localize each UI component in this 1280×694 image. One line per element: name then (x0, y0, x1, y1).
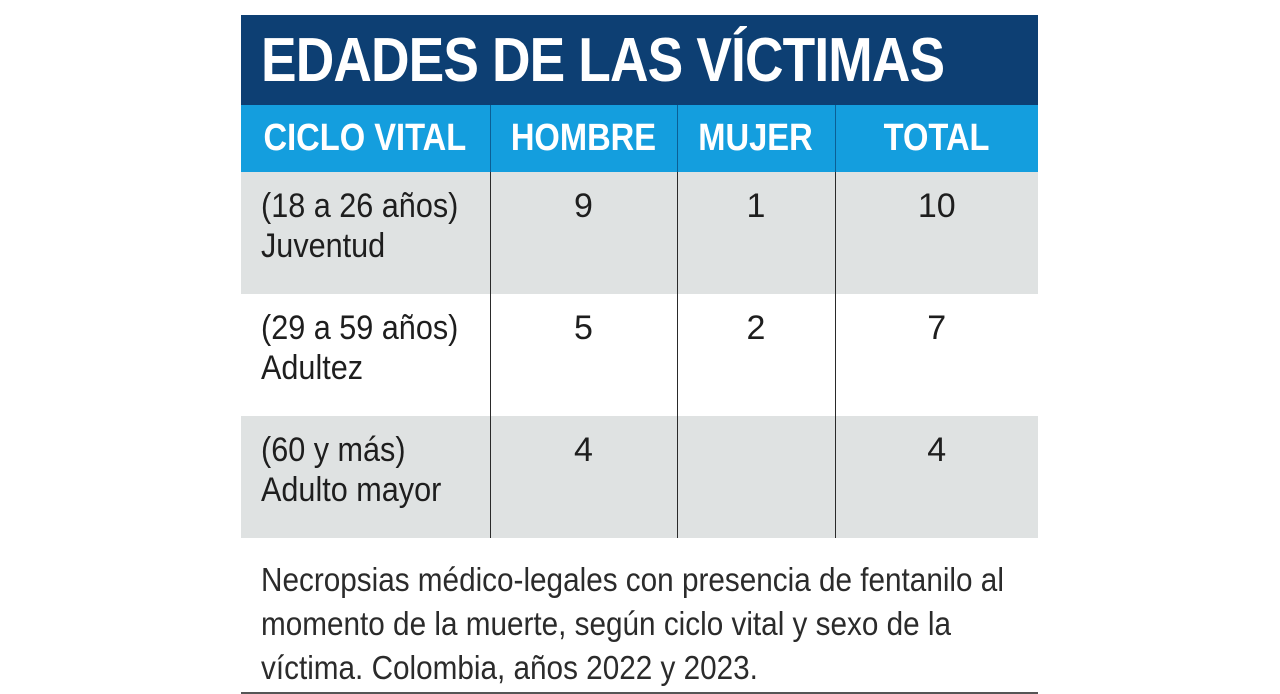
table-row-adultez: (29 a 59 años) Adultez 5 2 7 (241, 294, 1038, 416)
column-header-ciclo-vital: CICLO VITAL (241, 105, 490, 172)
cell-total: 10 (834, 172, 1038, 294)
table-caption: Necropsias médico-legales con presencia … (241, 538, 1038, 692)
table-row-juventud: (18 a 26 años) Juventud 9 1 10 (241, 172, 1038, 294)
cell-mujer: 1 (676, 172, 835, 294)
cell-ciclo-vital: (29 a 59 años) Adultez (241, 294, 490, 416)
cell-mujer (676, 416, 835, 538)
table-title: EDADES DE LAS VÍCTIMAS (261, 25, 945, 95)
age-range: (29 a 59 años) (261, 309, 459, 347)
data-table: CICLO VITAL HOMBRE MUJER TOTAL (18 a 26 … (241, 105, 1038, 538)
infographic: EDADES DE LAS VÍCTIMAS CICLO VITAL HOMBR… (241, 15, 1038, 694)
cycle-label: Adultez (261, 349, 364, 387)
title-bar: EDADES DE LAS VÍCTIMAS (241, 15, 1038, 105)
table-row-adulto-mayor: (60 y más) Adulto mayor 4 4 (241, 416, 1038, 538)
cell-total: 7 (834, 294, 1038, 416)
caption-text: Necropsias médico-legales con presencia … (261, 561, 1004, 686)
age-range: (18 a 26 años) (261, 187, 459, 225)
cell-hombre: 4 (489, 416, 677, 538)
cell-ciclo-vital: (60 y más) Adulto mayor (241, 416, 490, 538)
cycle-label: Adulto mayor (261, 471, 442, 509)
cell-ciclo-vital: (18 a 26 años) Juventud (241, 172, 490, 294)
header-row: CICLO VITAL HOMBRE MUJER TOTAL (241, 105, 1038, 172)
age-range: (60 y más) (261, 431, 406, 469)
cell-mujer: 2 (676, 294, 835, 416)
column-header-mujer: MUJER (676, 105, 835, 172)
column-header-total: TOTAL (834, 105, 1038, 172)
cell-hombre: 9 (489, 172, 677, 294)
cycle-label: Juventud (261, 227, 386, 265)
cell-total: 4 (834, 416, 1038, 538)
column-header-hombre: HOMBRE (489, 105, 677, 172)
cell-hombre: 5 (489, 294, 677, 416)
